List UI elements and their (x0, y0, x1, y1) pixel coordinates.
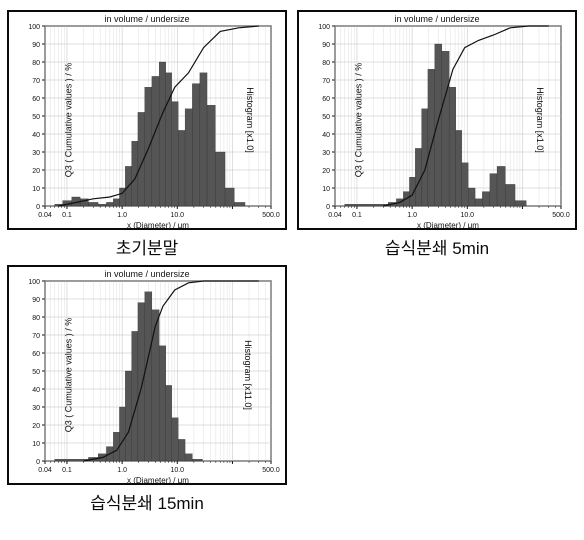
svg-text:70: 70 (32, 78, 40, 85)
svg-text:0.04: 0.04 (38, 212, 52, 219)
svg-text:10.0: 10.0 (460, 212, 474, 219)
svg-text:10.0: 10.0 (170, 467, 184, 474)
svg-text:1.0: 1.0 (117, 212, 127, 219)
svg-text:40: 40 (322, 132, 330, 139)
svg-text:70: 70 (322, 78, 330, 85)
chart-panel-0: 0 10 20 30 40 50 60 70 80 90 100 0.04 0.1 1.0 10.0 500.… (6, 10, 288, 259)
svg-text:20: 20 (322, 168, 330, 175)
chart-top-label: in volume / undersize (390, 14, 483, 24)
svg-text:30: 30 (32, 405, 40, 412)
svg-text:30: 30 (322, 150, 330, 157)
chart-frame: 0 10 20 30 40 50 60 70 80 90 100 0.04 0.1 1.0 10.0 500.… (7, 10, 287, 230)
svg-text:50: 50 (32, 114, 40, 121)
y-axis-label-right: Histogram [x11.0] (243, 340, 253, 410)
svg-text:1.0: 1.0 (117, 467, 127, 474)
svg-text:30: 30 (32, 150, 40, 157)
svg-text:500.0: 500.0 (552, 212, 570, 219)
svg-text:60: 60 (322, 96, 330, 103)
svg-text:100: 100 (28, 24, 40, 31)
chart-panel-1: 0 10 20 30 40 50 60 70 80 90 100 0.04 0.1 1.0 10.0 500.… (296, 10, 578, 259)
svg-text:10: 10 (32, 441, 40, 448)
svg-text:60: 60 (32, 96, 40, 103)
svg-text:500.0: 500.0 (262, 467, 280, 474)
y-axis-label-right: Histogram [x1.0] (535, 87, 545, 153)
svg-text:80: 80 (32, 60, 40, 67)
chart-caption: 습식분쇄 15min (90, 489, 204, 514)
svg-text:60: 60 (32, 351, 40, 358)
chart-top-label: in volume / undersize (100, 14, 193, 24)
y-axis-label-left: Q3 ( Cumulative values ) / % (63, 318, 73, 433)
chart-panel-2: 0 10 20 30 40 50 60 70 80 90 100 0.04 0.1 1.0 10.0 500.… (6, 265, 288, 514)
chart-grid: 01020304050607080901000.040.11.010.0500.… (6, 10, 578, 514)
svg-text:70: 70 (32, 333, 40, 340)
svg-text:0.04: 0.04 (328, 212, 342, 219)
svg-text:1.0: 1.0 (407, 212, 417, 219)
svg-text:0.04: 0.04 (38, 467, 52, 474)
svg-text:x (Diameter) / μm: x (Diameter) / μm (127, 221, 189, 230)
svg-text:20: 20 (32, 423, 40, 430)
svg-text:40: 40 (32, 132, 40, 139)
svg-text:10.0: 10.0 (170, 212, 184, 219)
svg-text:90: 90 (322, 42, 330, 49)
chart-top-label: in volume / undersize (100, 269, 193, 279)
svg-text:90: 90 (32, 42, 40, 49)
svg-text:500.0: 500.0 (262, 212, 280, 219)
svg-text:0: 0 (36, 459, 40, 466)
svg-text:20: 20 (32, 168, 40, 175)
svg-text:10: 10 (32, 186, 40, 193)
chart-frame: 0 10 20 30 40 50 60 70 80 90 100 0.04 0.1 1.0 10.0 500.… (297, 10, 577, 230)
y-axis-label-right: Histogram [x1.0] (245, 87, 255, 153)
svg-text:50: 50 (32, 369, 40, 376)
svg-text:80: 80 (322, 60, 330, 67)
svg-text:x (Diameter) / μm: x (Diameter) / μm (127, 476, 189, 485)
svg-text:50: 50 (322, 114, 330, 121)
svg-text:0.1: 0.1 (352, 212, 362, 219)
svg-text:0: 0 (326, 204, 330, 211)
svg-text:0: 0 (36, 204, 40, 211)
chart-caption: 습식분쇄 5min (385, 234, 489, 259)
y-axis-label-left: Q3 ( Cumulative values ) / % (63, 63, 73, 178)
svg-text:100: 100 (318, 24, 330, 31)
y-axis-label-left: Q3 ( Cumulative values ) / % (353, 63, 363, 178)
svg-text:10: 10 (322, 186, 330, 193)
svg-text:x (Diameter) / μm: x (Diameter) / μm (417, 221, 479, 230)
svg-text:90: 90 (32, 297, 40, 304)
svg-text:80: 80 (32, 315, 40, 322)
svg-text:40: 40 (32, 387, 40, 394)
svg-text:0.1: 0.1 (62, 212, 72, 219)
chart-frame: 0 10 20 30 40 50 60 70 80 90 100 0.04 0.1 1.0 10.0 500.… (7, 265, 287, 485)
svg-text:0.1: 0.1 (62, 467, 72, 474)
chart-caption: 초기분말 (116, 234, 179, 259)
svg-text:100: 100 (28, 279, 40, 286)
